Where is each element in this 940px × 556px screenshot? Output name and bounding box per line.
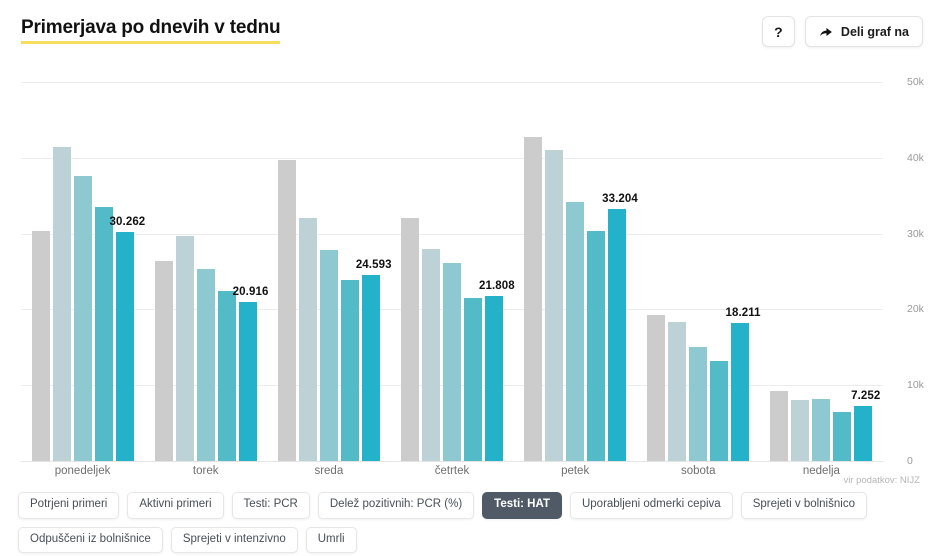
x-axis-label: ponedeljek — [54, 465, 111, 477]
bar[interactable] — [710, 360, 729, 461]
bar-value-label: 24.593 — [355, 258, 392, 271]
bar[interactable] — [668, 322, 687, 461]
bar-value-label: 21.808 — [478, 279, 515, 292]
bar[interactable] — [647, 315, 666, 461]
bar[interactable] — [277, 160, 296, 461]
bar-group: 30.262 — [21, 82, 145, 461]
legend-chip[interactable]: Odpuščeni iz bolnišnice — [18, 526, 163, 553]
bar[interactable] — [545, 150, 564, 461]
bar[interactable] — [73, 176, 92, 461]
bar[interactable] — [52, 147, 71, 461]
legend-chip[interactable]: Testi: PCR — [231, 492, 310, 519]
bar-value-label: 18.211 — [725, 306, 761, 319]
bar-group: 33.204 — [514, 82, 638, 461]
bar[interactable] — [689, 346, 708, 461]
bar-group: 18.211 — [637, 82, 761, 461]
y-axis-tick: 50k — [907, 76, 924, 88]
legend-chip[interactable]: Umrli — [305, 526, 357, 553]
bar-group: 24.593 — [267, 82, 391, 461]
bar[interactable] — [154, 260, 173, 461]
legend-chip[interactable]: Sprejeti v bolnišnico — [740, 492, 867, 519]
bar[interactable]: 7.252 — [851, 390, 880, 461]
bar[interactable] — [524, 136, 543, 461]
legend-chip[interactable]: Delež pozitivnih: PCR (%) — [317, 492, 475, 519]
bar[interactable] — [31, 230, 50, 461]
bar[interactable] — [791, 400, 810, 461]
bar[interactable]: 21.808 — [479, 280, 515, 461]
page-title: Primerjava po dnevih v tednu — [21, 17, 281, 44]
bar-groups: 30.262 20.916 24.593 21.808 33.204 18.211 7.25… — [21, 82, 883, 461]
bar-value-label: 33.204 — [602, 193, 638, 206]
x-axis-label: nedelja — [802, 465, 840, 477]
y-axis-tick: 0 — [907, 455, 913, 467]
bar[interactable] — [196, 269, 215, 461]
bar[interactable] — [319, 250, 338, 461]
legend-chip[interactable]: Uporabljeni odmerki cepiva — [569, 492, 733, 519]
series-legend: Potrjeni primeri Aktivni primeri Testi: PC… — [18, 492, 928, 553]
bar[interactable] — [812, 398, 831, 461]
bar[interactable] — [463, 298, 482, 461]
bar[interactable]: 33.204 — [602, 193, 638, 461]
bar-value-label: 7.252 — [851, 390, 881, 403]
help-button[interactable]: ? — [761, 16, 795, 47]
legend-chip[interactable]: Testi: HAT — [482, 492, 562, 519]
gridline-30k — [21, 233, 883, 235]
header-actions: ? Deli graf na — [761, 16, 923, 47]
bar[interactable]: 24.593 — [356, 259, 391, 461]
bar[interactable] — [94, 207, 113, 461]
bar[interactable] — [442, 263, 461, 461]
bar-group: 21.808 — [390, 82, 515, 461]
bar[interactable] — [175, 235, 194, 461]
gridline-50k — [21, 82, 883, 83]
y-axis-tick: 20k — [907, 303, 924, 316]
bar-group: 7.252 — [760, 82, 883, 461]
bar[interactable]: 18.211 — [726, 307, 761, 461]
page-header: Primerjava po dnevih v tednu ? Deli graf… — [0, 0, 940, 62]
bar-value-label: 30.262 — [109, 215, 146, 228]
bar[interactable] — [566, 201, 585, 461]
bar-value-label: 20.916 — [232, 286, 269, 299]
x-axis-label: torek — [192, 465, 219, 477]
bar[interactable] — [833, 411, 852, 461]
legend-chip[interactable]: Potrjeni primeri — [18, 492, 120, 519]
bar[interactable] — [217, 291, 236, 461]
x-axis-label: sobota — [681, 465, 716, 477]
chart-region: 0 10k 20k 30k 40k 50k 30.262 20.916 24.593 21.80… — [0, 62, 940, 486]
y-axis-tick: 30k — [907, 227, 924, 240]
bar[interactable] — [421, 248, 440, 461]
bar-group: 20.916 — [144, 82, 268, 461]
help-label: ? — [774, 23, 783, 40]
bar[interactable] — [340, 279, 359, 461]
legend-chip[interactable]: Aktivni primeri — [127, 492, 224, 519]
y-axis-tick: 40k — [907, 151, 924, 164]
y-axis-tick: 10k — [907, 379, 924, 392]
x-axis-labels: ponedeljek torek sreda četrtek petek sobota ne… — [21, 465, 883, 485]
bar[interactable] — [400, 217, 419, 461]
x-axis-label: petek — [561, 465, 590, 477]
share-chart-button[interactable]: Deli graf na — [804, 16, 923, 47]
x-axis-label: četrtek — [434, 465, 470, 477]
gridline-0 — [21, 461, 883, 462]
bar[interactable] — [298, 218, 317, 461]
gridline-40k — [21, 157, 883, 159]
source-note: vir podatkov: NIJZ — [843, 475, 920, 486]
bar[interactable] — [770, 390, 789, 461]
legend-chip[interactable]: Sprejeti v intenzivno — [170, 526, 298, 553]
x-axis-label: sreda — [314, 465, 344, 477]
share-label: Deli graf na — [840, 24, 909, 39]
bar[interactable]: 30.262 — [110, 216, 145, 461]
bar[interactable] — [587, 231, 606, 461]
share-arrow-icon — [819, 25, 833, 39]
bar[interactable]: 20.916 — [233, 286, 268, 461]
